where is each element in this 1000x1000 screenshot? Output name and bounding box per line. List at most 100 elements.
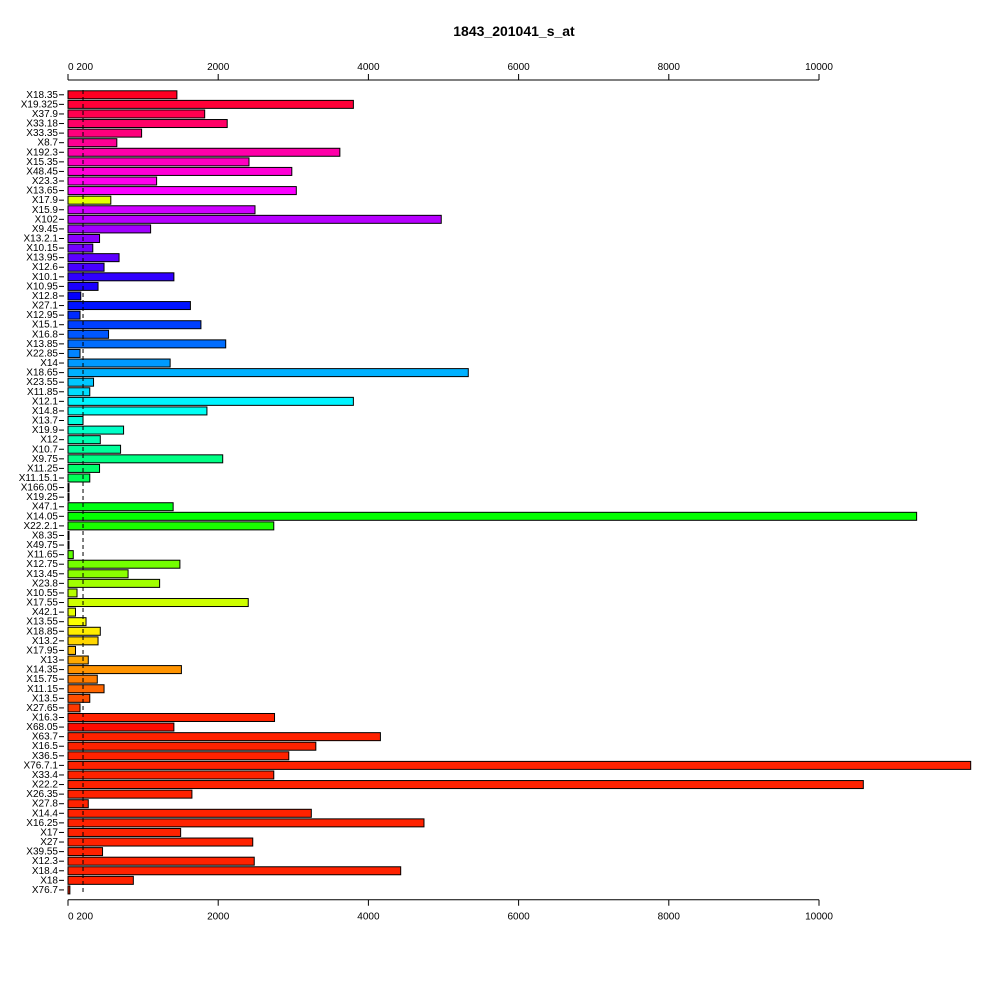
bar-X39.55 [67,847,104,857]
chart-title: 1843_201041_s_at [453,23,575,39]
bar-X16.8 [67,329,110,339]
category-label: X23.55 [26,377,58,388]
bar-X48.45 [67,166,293,176]
category-label: X22.2.1 [24,521,59,532]
bar-X19.9 [67,425,125,435]
category-label: X13.55 [26,617,58,628]
bar-X10.55 [67,588,78,598]
bar-X13 [67,655,89,665]
bar-X33.4 [67,770,275,780]
category-label: X12.3 [32,856,59,867]
category-label: X166.05 [21,483,59,494]
category-label: X17.55 [26,598,58,609]
category-label: X11.65 [27,550,58,561]
bar-X15.35 [67,157,250,167]
bar-X13.7 [67,416,84,426]
category-label: X27 [40,837,58,848]
bar-X16.3 [67,712,276,722]
bar-X68.05 [67,722,175,732]
category-label: X11.85 [27,387,58,398]
top-axis-tick-label: 8000 [658,62,681,73]
bar-X10.15 [67,243,94,253]
bar-X11.15 [67,684,105,694]
category-label: X10.55 [26,588,58,599]
bar-X8.7 [67,138,118,148]
bar-X22.85 [67,348,81,358]
bar-X11.65 [67,550,74,560]
category-label: X12.1 [32,396,59,407]
bar-X16.5 [67,741,317,751]
bar-X33.18 [67,119,228,129]
bar-X23.3 [67,176,158,186]
category-label: X10.15 [26,243,58,254]
top-axis-tick-label: 2000 [207,62,230,73]
category-label: X33.4 [32,770,59,781]
bar-X12.1 [67,396,354,406]
bar-X63.7 [67,732,381,742]
bar-X22.2 [67,780,864,790]
category-label: X17 [40,827,58,838]
category-label: X11.15 [27,684,58,695]
category-label: X47.1 [32,502,59,513]
bar-X18.4 [67,866,402,876]
bar-X14.8 [67,406,208,416]
bottom-axis-tick-label: 6000 [507,912,530,923]
bar-X11.15.1 [67,473,91,483]
category-label: X13.7 [32,416,59,427]
bottom-axis-tick-label: 0 200 [68,912,93,923]
bar-X14.05 [67,511,918,521]
category-label: X12.95 [26,310,58,321]
category-label: X19.9 [32,425,59,436]
category-label: X23.8 [32,578,59,589]
bottom-axis-tick-label: 10000 [805,912,833,923]
category-label: X49.75 [26,540,58,551]
bar-X17.55 [67,598,249,608]
category-label: X36.5 [32,751,59,762]
bar-X19.25 [67,492,70,502]
category-label: X68.05 [26,722,58,733]
bar-X76.7.1 [67,760,972,770]
category-label: X13.95 [26,253,58,264]
top-axis-tick-label: 10000 [805,62,833,73]
category-label: X13.2 [32,636,59,647]
bar-X8.35 [67,530,70,540]
category-label: X33.35 [26,128,58,139]
bar-X13.95 [67,253,120,263]
category-label: X33.18 [26,119,58,130]
bar-X14 [67,358,171,368]
category-label: X39.55 [26,847,58,858]
category-label: X16.25 [26,818,58,829]
bar-X23.55 [67,377,95,387]
bar-X76.7 [67,885,71,895]
bar-X27.1 [67,301,191,311]
bar-X16.25 [67,818,425,828]
category-label: X19.25 [26,492,58,503]
category-label: X12 [40,435,58,446]
top-axis-tick-label: 4000 [357,62,380,73]
category-label: X10.1 [32,272,59,283]
bar-X36.5 [67,751,290,761]
category-label: X15.35 [26,157,58,168]
category-label: X48.45 [26,166,58,177]
bar-X37.9 [67,109,206,119]
bar-X12.8 [67,291,82,301]
category-label: X27.1 [32,301,59,312]
category-label: X17.95 [26,645,58,656]
category-label: X8.35 [32,530,59,541]
category-label: X15.1 [32,320,59,331]
bar-X12 [67,435,101,445]
category-label: X18 [40,875,58,886]
bar-X14.35 [67,665,182,675]
category-label: X76.7 [32,885,59,896]
bar-X19.325 [67,99,354,109]
bar-X23.8 [67,578,161,588]
category-label: X13.85 [26,339,58,350]
bar-X12.75 [67,559,181,569]
bar-X18.35 [67,90,178,100]
category-label: X26.35 [26,789,58,800]
category-label: X16.3 [32,712,59,723]
category-label: X18.35 [26,90,58,101]
category-label: X12.75 [26,559,58,570]
bottom-axis: 0 200 2000 4000 6000 8000 10000 [67,899,833,923]
